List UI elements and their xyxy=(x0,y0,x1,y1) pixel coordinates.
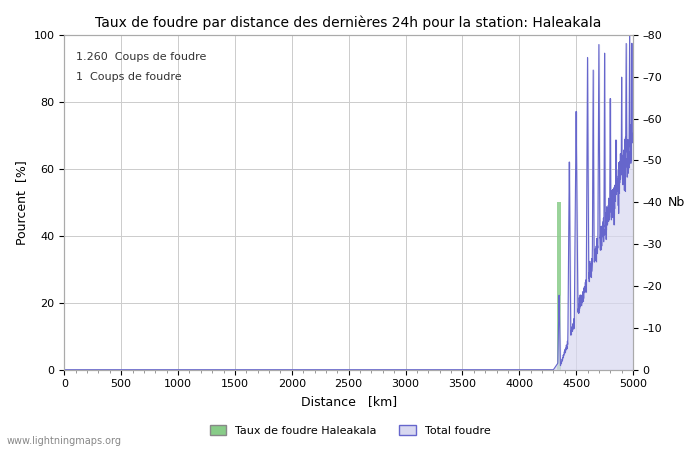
Text: 1.260  Coups de foudre: 1.260 Coups de foudre xyxy=(76,52,206,62)
X-axis label: Distance   [km]: Distance [km] xyxy=(300,395,397,408)
Text: 1  Coups de foudre: 1 Coups de foudre xyxy=(76,72,181,81)
Y-axis label: Pourcent  [%]: Pourcent [%] xyxy=(15,160,28,245)
Text: www.lightningmaps.org: www.lightningmaps.org xyxy=(7,436,122,446)
Legend: Taux de foudre Haleakala, Total foudre: Taux de foudre Haleakala, Total foudre xyxy=(205,420,495,440)
Y-axis label: Nb: Nb xyxy=(668,196,685,209)
Title: Taux de foudre par distance des dernières 24h pour la station: Haleakala: Taux de foudre par distance des dernière… xyxy=(95,15,602,30)
Bar xyxy=(557,202,561,370)
